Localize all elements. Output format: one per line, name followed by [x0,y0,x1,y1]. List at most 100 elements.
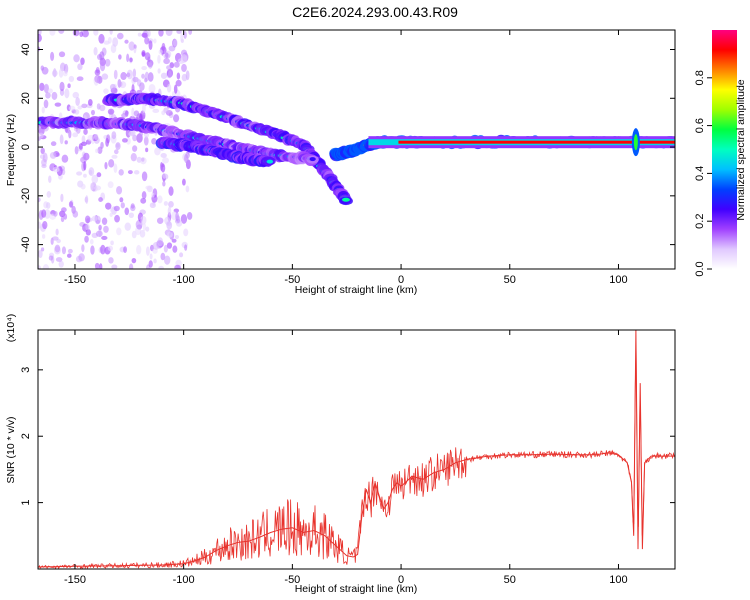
spectrogram-noise-blob [47,88,53,94]
spectrogram-noise-blob [173,114,180,123]
spectrogram-noise-blob [42,220,48,230]
spectrogram-noise-blob [151,137,157,145]
spectrogram-noise-blob [54,244,61,253]
spectrogram-noise-blob [168,45,176,52]
spectrogram-noise-blob [41,164,47,169]
spectrogram-noise-blob [74,109,80,115]
spectrogram-noise-blob [93,30,99,36]
spectrogram-noise-blob [112,37,119,47]
spectrogram-noise-blob [163,58,170,65]
spectrogram-noise-blob [89,239,94,245]
spectrogram-noise-blob [136,224,143,230]
spectrogram-noise-blob [38,46,41,52]
snr-x-tick-label: 100 [609,574,627,586]
snr-multiplier: (x10⁴) [5,314,17,342]
spectrogram-noise-blob [148,83,156,94]
spectrogram-noise-blob [50,51,55,62]
spectrogram-noise-blob [108,159,115,168]
spectrogram-noise-blob [60,193,64,203]
spectrogram-y-tick-label: 40 [20,43,32,55]
spectrogram-noise-blob [143,136,149,146]
spectrogram-noise-blob [162,181,166,187]
spectrogram-noise-blob [64,140,68,145]
spectrogram-noise-blob [85,223,90,231]
spectrogram-x-tick-label: 0 [398,274,404,286]
spectrogram-noise-blob [166,242,173,249]
spectrogram-noise-blob [40,247,45,252]
spectrogram-noise-blob [168,201,174,208]
spectrogram-noise-blob [99,263,103,269]
spectrogram-noise-blob [145,226,150,232]
spectrogram-noise-blob [67,248,73,254]
spectrogram-noise-blob [105,202,112,210]
spectrogram-noise-blob [121,113,128,118]
spectrogram-noise-blob [53,210,58,217]
spectrogram-noise-blob [94,69,101,76]
spectrogram-noise-blob [149,202,156,209]
spectrogram-noise-blob [38,249,43,259]
spectrogram-noise-blob [51,236,59,241]
spectrogram-noise-blob [38,265,41,269]
spectrogram-noise-blob [126,53,130,63]
spectrogram-noise-blob [39,82,45,92]
snr-y-tick-label: 3 [20,367,32,373]
spectrogram-noise-blob [83,160,87,171]
spectrogram-x-tick-label: -150 [64,274,86,286]
spectrogram-core [342,197,350,202]
snr-x-tick-label: -50 [284,574,300,586]
spectrogram-y-label: Frequency (Hz) [5,114,17,186]
colorbar-label: Normalized spectral amplitude [735,79,747,220]
spectrogram-noise-blob [142,223,147,232]
spectrogram-noise-blob [140,215,147,225]
spectrogram-noise-blob [38,197,41,203]
spectrogram-noise-blob [91,215,98,222]
spectrogram-noise-blob [91,174,99,184]
spectrogram-noise-blob [61,207,67,213]
spectrogram-noise-blob [84,235,89,243]
spectrogram-noise-blob [166,231,173,238]
spectrogram-noise-blob [141,157,145,162]
spectrogram-noise-blob [51,91,58,100]
snr-y-label: SNR (10 * v/v) [5,416,17,483]
spectrogram-noise-blob [130,129,136,137]
spectrogram-noise-blob [38,33,42,43]
spectrogram-noise-blob [124,222,132,231]
spectrogram-noise-blob [66,253,72,258]
spectrogram-x-tick-label: 100 [609,274,627,286]
spectrogram-noise-blob [94,74,101,83]
spectrogram-noise-blob [76,171,83,176]
spectrogram-noise-blob [58,68,64,78]
spectrogram-noise-blob [133,170,140,175]
spectrogram-panel: -150 -100 -50 0 50 100 -40 -20 0 20 40 Height of s… [5,29,676,296]
spectrogram-noise-blob [176,30,182,34]
spectrogram-noise-blob [93,133,99,140]
spectrogram-noise-blob [87,134,94,142]
spectrogram-noise-blob [114,149,119,155]
spectrogram-noise-blob [131,107,135,118]
spectrogram-noise-blob [118,54,122,60]
spectrogram-noise-blob [141,66,147,71]
spectrogram-noise-blob [157,195,163,204]
spectrogram-noise-blob [85,229,91,236]
spectrogram-noise-blob [61,154,69,163]
spectrogram-noise-blob [94,262,100,269]
spectrogram-noise-blob [49,151,57,159]
spectrogram-noise-blob [95,230,103,237]
spectrogram-noise-blob [41,209,47,218]
spectrogram-noise-blob [153,258,157,264]
spectrogram-noise-blob [95,148,99,154]
spectrogram-noise-blob [185,70,190,81]
spectrogram-noise-blob [51,69,58,77]
spectrogram-noise-blob [78,253,85,262]
spectrogram-noise-blob [100,244,106,255]
spectrogram-noise-blob [72,132,79,138]
spectrogram-noise-blob [185,185,190,193]
spectrogram-noise-blob [137,32,142,37]
spectrogram-noise-blob [42,264,50,269]
spectrogram-y-tick-label: -40 [20,237,32,253]
spectrogram-noise-blob [100,141,104,149]
spectrogram-noise-blob [159,161,164,171]
spectrogram-noise-blob [55,257,63,262]
spectrogram-noise-blob [145,246,150,256]
spectrogram-noise-blob [74,146,79,155]
